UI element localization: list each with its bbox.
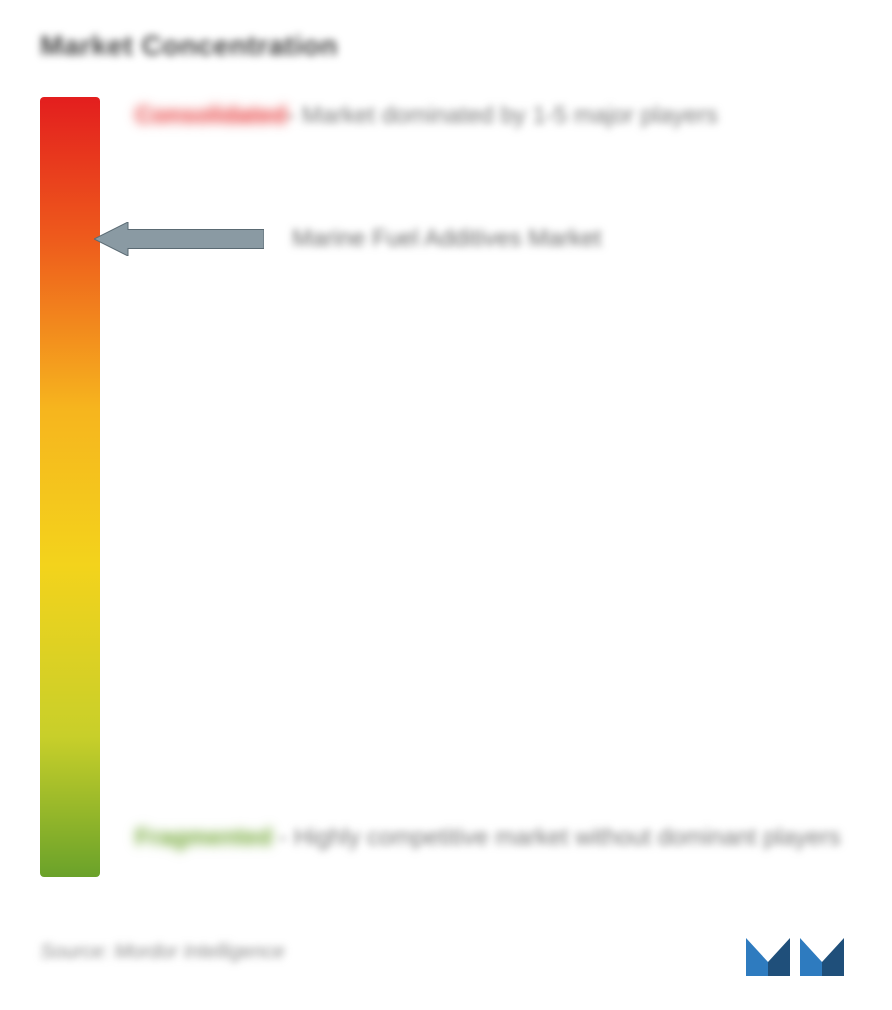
left-arrow-icon — [94, 222, 264, 256]
consolidated-description: Consolidated- Market dominated by 1-5 ma… — [135, 92, 842, 140]
market-pointer-label: Marine Fuel Additives Market — [292, 225, 601, 253]
consolidated-text: - Market dominated by 1-5 major players — [287, 102, 718, 129]
source-attribution: Source: Mordor Intelligence — [40, 941, 285, 964]
consolidated-label: Consolidated — [135, 102, 287, 129]
market-pointer: Marine Fuel Additives Market — [94, 222, 601, 256]
brand-logo-icon — [742, 924, 852, 980]
fragmented-description: Fragmented - Highly competitive market w… — [135, 814, 842, 862]
concentration-gradient-bar — [40, 97, 100, 877]
fragmented-label: Fragmented — [135, 824, 272, 851]
chart-footer: Source: Mordor Intelligence — [40, 924, 852, 980]
chart-body: Consolidated- Market dominated by 1-5 ma… — [40, 97, 852, 877]
chart-title: Market Concentration — [40, 30, 852, 62]
annotations-column: Consolidated- Market dominated by 1-5 ma… — [100, 97, 852, 877]
fragmented-text: - Highly competitive market without domi… — [279, 824, 841, 851]
